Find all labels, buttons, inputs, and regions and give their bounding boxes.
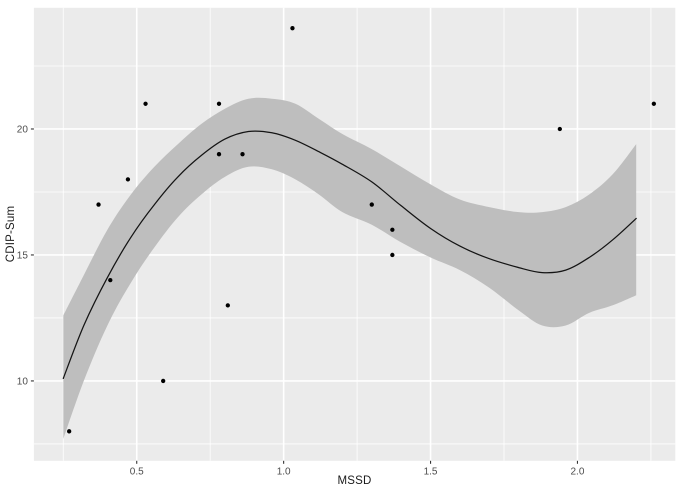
data-point	[67, 429, 72, 434]
data-point	[390, 227, 395, 232]
data-point	[557, 126, 562, 132]
x-tick-label: 2.0	[571, 466, 585, 477]
data-point	[125, 177, 131, 182]
data-point	[390, 252, 395, 258]
data-point	[216, 152, 222, 157]
data-point	[225, 303, 230, 308]
y-tick-label: 15	[17, 250, 29, 261]
y-tick-label: 20	[17, 124, 29, 135]
data-point	[161, 378, 166, 384]
data-point	[108, 278, 113, 283]
data-point	[143, 101, 148, 106]
y-tick-label: 10	[17, 376, 29, 387]
smooth-line	[62, 130, 637, 380]
data-point	[290, 26, 295, 31]
data-point	[369, 202, 374, 207]
data-point	[240, 152, 245, 157]
confidence-band	[63, 97, 637, 439]
y-axis-title: CDIP-Sum	[5, 205, 17, 263]
x-axis-title: MSSD	[337, 475, 372, 487]
x-tick-label: 1.5	[424, 466, 438, 477]
x-tick-label: 1.0	[277, 466, 291, 477]
data-point	[96, 202, 101, 207]
data-point	[216, 101, 222, 106]
x-tick-label: 0.5	[130, 466, 144, 477]
data-point	[651, 101, 657, 106]
